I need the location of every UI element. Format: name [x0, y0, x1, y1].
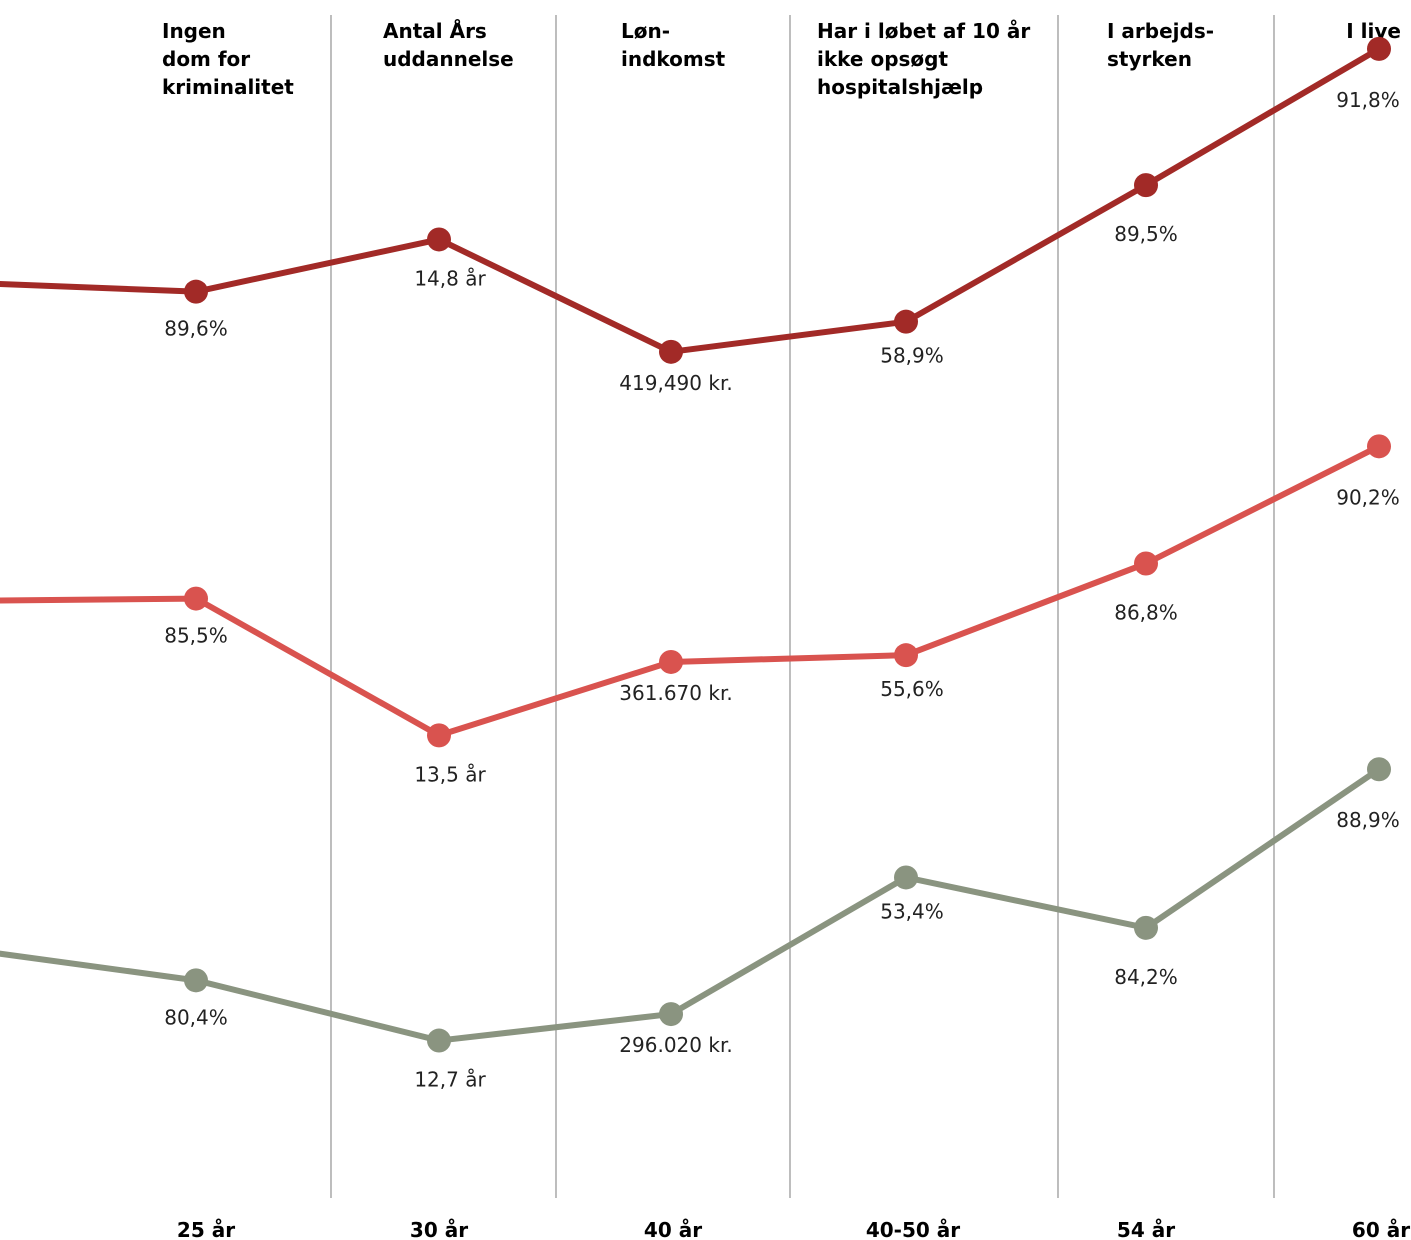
- data-point-s1-c4: [894, 309, 918, 334]
- data-point-s1-c3: [659, 339, 683, 364]
- x-label-1: 25 år: [177, 1218, 235, 1240]
- x-label-3: 40 år: [644, 1218, 702, 1240]
- data-point-s3-c1: [184, 968, 208, 993]
- data-point-s1-c2: [427, 227, 451, 252]
- data-point-s2-c3: [659, 649, 683, 674]
- data-label-s2-c1: 85,5%: [164, 624, 228, 648]
- data-point-s3-c5: [1134, 915, 1158, 940]
- series-group: 89,6% 14,8 år 419,490 kr. 58,9% 89,5% 91,8% 85…: [0, 36, 1400, 1092]
- data-label-s3-c1: 80,4%: [164, 1005, 228, 1029]
- category-header-3: Løn-indkomst: [621, 19, 726, 71]
- data-label-s2-c5: 86,8%: [1114, 600, 1178, 624]
- x-label-6: 60 år: [1352, 1218, 1410, 1240]
- grid-lines: [330, 15, 1275, 1198]
- data-point-s2-c2: [427, 723, 451, 748]
- data-point-s1-c5: [1134, 173, 1158, 198]
- data-label-s1-c1: 89,6%: [164, 317, 228, 341]
- x-label-5: 54 år: [1117, 1218, 1175, 1240]
- data-label-s3-c6: 88,9%: [1336, 808, 1400, 832]
- category-header-1: Ingen dom for kriminalitet: [162, 19, 294, 99]
- data-label-s3-c4: 53,4%: [880, 899, 944, 923]
- data-point-s3-c4: [894, 865, 918, 890]
- data-point-s3-c2: [427, 1028, 451, 1053]
- series-2: 85,5% 13,5 år 361.670 kr. 55,6% 86,8% 90,2%: [0, 434, 1400, 786]
- series-line-3: [0, 766, 1382, 1044]
- data-label-s1-c3: 419,490 kr.: [619, 371, 732, 395]
- data-point-s2-c1: [184, 586, 208, 611]
- data-label-s3-c2: 12,7 år: [414, 1068, 486, 1092]
- data-label-s2-c2: 13,5 år: [414, 762, 486, 786]
- data-point-s3-c6: [1367, 757, 1391, 782]
- x-axis-labels: 25 år 30 år 40 år 40-50 år 54 år 60 år: [177, 1218, 1410, 1240]
- x-label-4: 40-50 år: [866, 1218, 960, 1240]
- series-3: 80,4% 12,7 år 296.020 kr. 53,4% 84,2% 88,9%: [0, 757, 1400, 1092]
- data-label-s1-c2: 14,8 år: [414, 266, 486, 290]
- category-headers: Ingen dom for kriminalitet Antal Års uddanne…: [162, 19, 1401, 99]
- x-label-2: 30 år: [410, 1218, 468, 1240]
- data-label-s2-c6: 90,2%: [1336, 485, 1400, 509]
- data-label-s1-c5: 89,5%: [1114, 222, 1178, 246]
- data-point-s1-c6: [1367, 36, 1391, 61]
- data-point-s1-c1: [184, 279, 208, 304]
- category-header-4: Har i løbet af 10 år ikke opsøgt hospitals…: [817, 19, 1030, 99]
- data-point-s2-c6: [1367, 434, 1391, 459]
- series-1: 89,6% 14,8 år 419,490 kr. 58,9% 89,5% 91,8%: [0, 36, 1400, 395]
- data-label-s2-c4: 55,6%: [880, 677, 944, 701]
- data-label-s3-c3: 296.020 kr.: [619, 1033, 732, 1057]
- data-label-s1-c4: 58,9%: [880, 344, 944, 368]
- data-point-s3-c3: [659, 1002, 683, 1027]
- data-label-s3-c5: 84,2%: [1114, 965, 1178, 989]
- category-header-2: Antal Års uddannelse: [383, 19, 514, 71]
- category-header-5: I arbejds-styrken: [1107, 19, 1214, 71]
- data-label-s1-c6: 91,8%: [1336, 88, 1400, 112]
- data-point-s2-c4: [894, 643, 918, 668]
- data-label-s2-c3: 361.670 kr.: [619, 681, 732, 705]
- data-point-s2-c5: [1134, 551, 1158, 576]
